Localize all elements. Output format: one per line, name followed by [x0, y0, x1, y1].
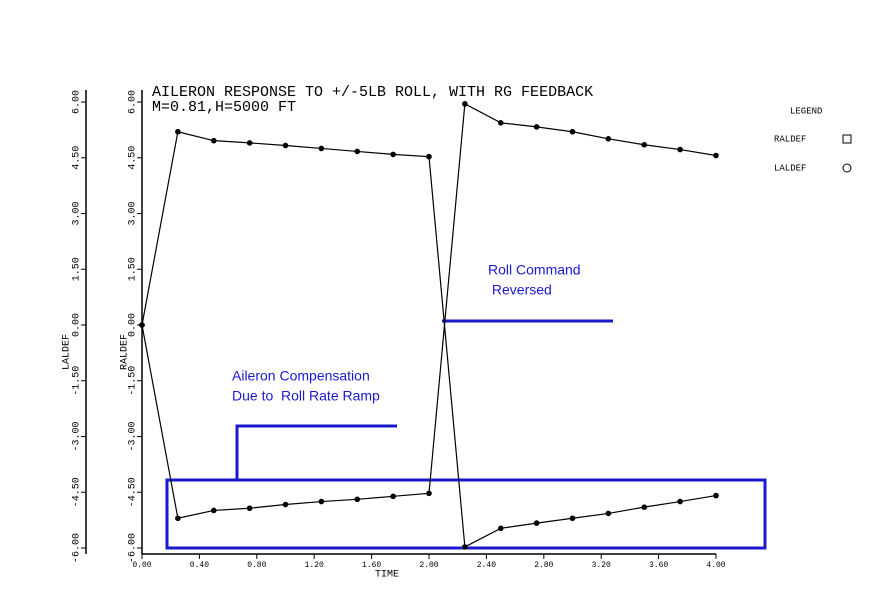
data-point [210, 137, 217, 144]
y2-tick-label: 0.00 [72, 313, 83, 337]
y-tick-label: 1.50 [128, 257, 139, 281]
x-tick-label: 0.80 [247, 561, 266, 570]
legend-marker [842, 134, 852, 144]
x-tick-label: 0.00 [132, 561, 151, 570]
y2-tick-label: -4.50 [72, 477, 83, 507]
y-tick-label: 3.00 [128, 201, 139, 225]
data-point [175, 515, 181, 522]
data-point [462, 544, 468, 550]
data-point [426, 153, 432, 160]
data-point [462, 101, 468, 107]
y-tick-label: -1.50 [128, 366, 139, 396]
y-tick-label: -6.00 [128, 533, 139, 563]
data-point [354, 148, 361, 155]
x-tick-label: 4.00 [706, 561, 725, 570]
y2-tick-label: 6.00 [72, 90, 83, 114]
data-point [677, 146, 683, 153]
data-point [282, 142, 289, 149]
highlight-box [165, 478, 767, 550]
data-point [533, 520, 540, 526]
data-point [641, 141, 648, 148]
data-point [318, 498, 325, 505]
data-point [605, 135, 612, 142]
y-tick-label: -4.50 [128, 477, 139, 507]
data-point [390, 151, 396, 158]
annotation: Reversed [488, 282, 552, 298]
legend-title: LEGEND [790, 106, 822, 116]
y2-tick-label: -3.00 [72, 421, 83, 451]
series-line [141, 130, 717, 548]
y2-tick-label: -6.00 [72, 533, 83, 563]
data-point [426, 490, 432, 497]
data-point [533, 124, 540, 130]
y2-tick-label: 3.00 [72, 201, 83, 225]
y-tick-label: 0.00 [128, 313, 139, 337]
legend-label: LALDEF [774, 163, 806, 173]
x-tick-label: 1.60 [362, 561, 381, 570]
data-point [713, 152, 719, 159]
data-point [390, 493, 396, 500]
chart-title: AILERON RESPONSE TO +/-5LB ROLL, WITH RG… [152, 84, 593, 101]
x-tick-label: 2.40 [477, 561, 496, 570]
legend-marker [842, 163, 852, 173]
series-line [141, 102, 717, 519]
data-point [354, 496, 361, 503]
y2-tick-label: -1.50 [72, 366, 83, 396]
annotation: Due to Roll Rate Ramp [232, 388, 380, 404]
data-point [210, 507, 217, 514]
data-point [569, 128, 576, 135]
data-point [605, 510, 612, 517]
data-point [677, 498, 683, 505]
data-point [497, 120, 504, 126]
x-axis-label: TIME [375, 570, 399, 581]
y-tick-label: 4.50 [128, 146, 139, 170]
x-tick-label: 2.00 [419, 561, 438, 570]
y2-tick-label: 4.50 [72, 146, 83, 170]
legend-label: RALDEF [774, 134, 806, 144]
data-point [246, 505, 253, 512]
data-point [318, 145, 325, 152]
x-tick-label: 0.40 [190, 561, 209, 570]
data-point [641, 504, 648, 510]
annotation: Aileron Compensation [232, 368, 370, 384]
data-point [175, 128, 181, 135]
x-tick-label: 3.60 [649, 561, 668, 570]
x-tick-label: 2.80 [534, 561, 553, 570]
y2-axis-label: LALDEF [62, 334, 73, 370]
y-axis-label: RALDEF [120, 334, 131, 370]
chart-subtitle: M=0.81,H=5000 FT [152, 99, 296, 116]
data-point [282, 501, 289, 508]
data-point [246, 140, 253, 146]
y-tick-label: 6.00 [128, 90, 139, 114]
data-point [139, 322, 145, 328]
callout-line [235, 424, 397, 480]
data-point [713, 492, 719, 499]
y-tick-label: -3.00 [128, 421, 139, 451]
y2-tick-label: 1.50 [72, 257, 83, 281]
annotation: Roll Command [488, 262, 581, 278]
x-tick-label: 1.20 [305, 561, 324, 570]
data-point [569, 515, 576, 522]
x-tick-label: 3.20 [592, 561, 611, 570]
data-point [497, 525, 504, 532]
